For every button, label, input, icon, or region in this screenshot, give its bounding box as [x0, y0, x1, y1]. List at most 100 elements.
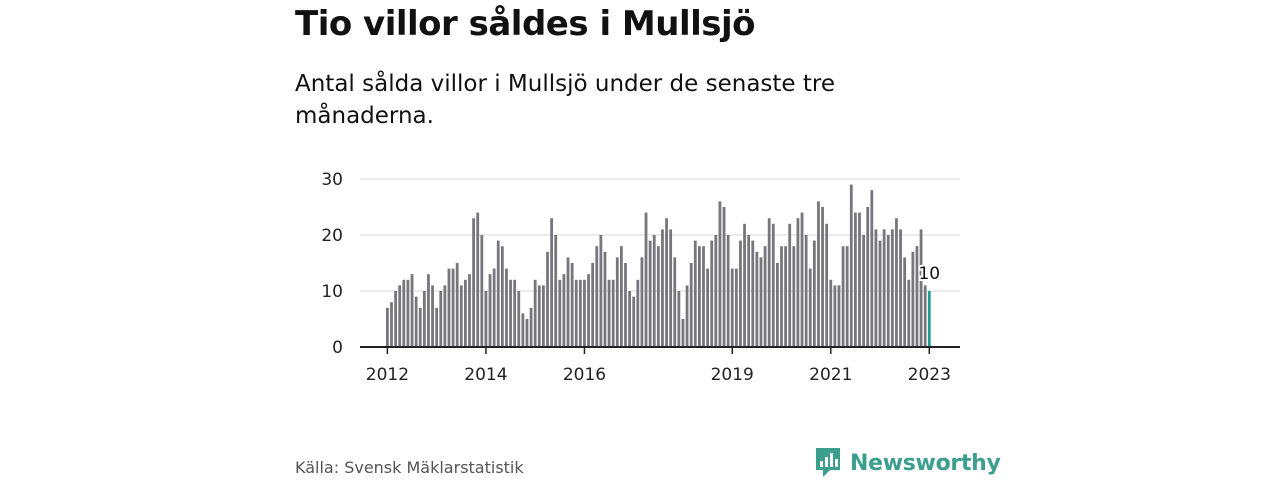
bar: [808, 268, 812, 347]
data-label-latest: 10: [918, 264, 940, 284]
bar: [689, 263, 693, 347]
bar: [817, 201, 820, 347]
bar: [603, 251, 607, 347]
bar: [915, 246, 919, 347]
bar: [763, 246, 767, 347]
bar: [796, 218, 800, 347]
bar: [886, 235, 890, 347]
bar: [788, 223, 792, 347]
bar: [685, 285, 689, 347]
bar: [390, 302, 393, 347]
bar: [484, 291, 488, 347]
bar: [821, 207, 824, 347]
bar: [546, 251, 549, 347]
bar: [698, 246, 701, 347]
bar: [578, 279, 582, 347]
bar: [529, 307, 533, 347]
x-tick-label-2014: 2014: [464, 365, 507, 385]
bar: [418, 307, 422, 347]
bar: [726, 235, 730, 347]
bar: [899, 229, 902, 347]
bar: [591, 263, 595, 347]
bar: [812, 240, 816, 347]
bar: [570, 263, 574, 347]
bar: [862, 235, 866, 347]
bar: [439, 291, 443, 347]
bar: [849, 184, 853, 347]
source-note: Källa: Svensk Mäklarstatistik: [295, 458, 524, 477]
brand-logo[interactable]: Newsworthy: [814, 446, 1001, 480]
bar: [624, 263, 627, 347]
bar: [620, 246, 623, 347]
bar: [500, 246, 504, 347]
bar: [427, 274, 430, 347]
bar: [492, 268, 496, 347]
y-tick-label-30: 30: [321, 170, 343, 190]
bar: [587, 274, 590, 347]
x-tick-label-2023: 2023: [908, 365, 951, 385]
bar: [394, 291, 398, 347]
bar: [513, 279, 517, 347]
brand-name: Newsworthy: [850, 450, 1001, 476]
bar: [464, 279, 467, 347]
bar: [476, 212, 480, 347]
bar: [406, 279, 410, 347]
bar: [759, 257, 763, 347]
bar: [496, 240, 500, 347]
bar: [907, 279, 911, 347]
bar: [611, 279, 615, 347]
newsworthy-logo-icon: [816, 448, 840, 477]
bar: [661, 229, 664, 347]
bar: [386, 307, 389, 347]
bar: [562, 274, 566, 347]
bar: [652, 235, 656, 347]
labels: 10: [916, 262, 942, 286]
bar: [693, 240, 697, 347]
bar: [669, 229, 673, 347]
bar: [702, 246, 705, 347]
bar: [398, 285, 402, 347]
bar: [455, 263, 459, 347]
x-tick-label-2016: 2016: [563, 365, 606, 385]
bar: [574, 279, 578, 347]
bar: [792, 246, 796, 347]
bar: [739, 240, 742, 347]
bar: [776, 263, 779, 347]
bar: [837, 285, 841, 347]
bar: [833, 285, 837, 347]
bar: [866, 207, 870, 347]
bar: [919, 229, 923, 347]
bar: [533, 279, 537, 347]
bar: [410, 274, 414, 347]
bar: [878, 240, 882, 347]
bar: [525, 319, 529, 347]
bar: [681, 319, 685, 347]
bar: [447, 268, 451, 347]
bar: [755, 251, 759, 347]
bar: [829, 279, 833, 347]
bar: [784, 246, 788, 347]
y-tick-label-0: 0: [332, 338, 343, 358]
bar: [595, 246, 599, 347]
bar: [730, 268, 734, 347]
bar: [751, 240, 755, 347]
bar: [505, 268, 508, 347]
bar: [882, 229, 886, 347]
bar: [435, 307, 439, 347]
bar: [615, 257, 619, 347]
bar: [451, 268, 455, 347]
x-tick-label-2021: 2021: [809, 365, 852, 385]
x-axis: 2012 2014 2016 2019 2021 2023: [360, 346, 960, 385]
bar: [710, 240, 714, 347]
bar: [472, 218, 476, 347]
bar: [780, 246, 783, 347]
bar: [636, 279, 640, 347]
bar: [648, 240, 652, 347]
bar: [402, 279, 406, 347]
bar: [677, 291, 681, 347]
bar: [459, 285, 463, 347]
bar: [509, 279, 512, 347]
bar: [550, 218, 554, 347]
bar: [607, 279, 611, 347]
